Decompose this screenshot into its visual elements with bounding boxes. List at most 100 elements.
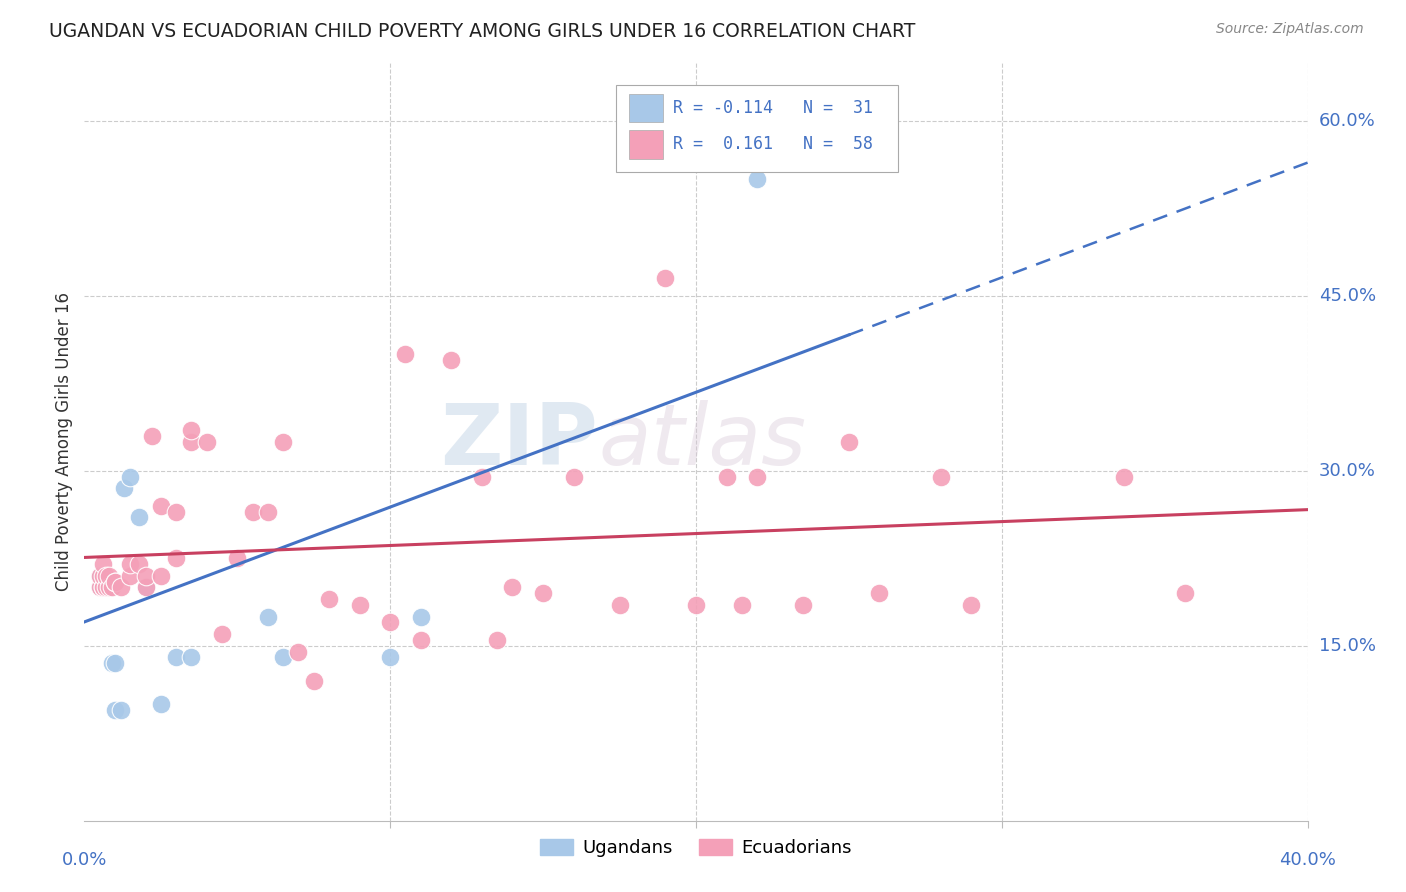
Point [91,580,114,594]
Text: R =  0.161   N =  58: R = 0.161 N = 58 [672,136,873,153]
Point [271,434,294,449]
Point [135,568,157,582]
Text: 0.0%: 0.0% [62,851,107,869]
Point [97,568,120,582]
Point [89,568,111,582]
Point [257,504,280,518]
Point [104,574,127,589]
Point [609,598,631,612]
Point [94,580,117,594]
Point [112,481,135,495]
Point [97,574,120,589]
Point [380,650,402,665]
Point [165,504,187,518]
Text: R = -0.114   N =  31: R = -0.114 N = 31 [672,99,873,117]
Point [440,352,463,367]
Point [91,557,114,571]
Point [1114,469,1136,483]
Point [195,434,218,449]
Y-axis label: Child Poverty Among Girls Under 16: Child Poverty Among Girls Under 16 [55,292,73,591]
Point [1174,586,1197,600]
Point [747,469,769,483]
Point [149,499,172,513]
Point [94,580,117,594]
Point [318,592,340,607]
Point [165,650,187,665]
Text: ZIP: ZIP [440,400,598,483]
Point [110,580,132,594]
Point [471,469,494,483]
Text: 40.0%: 40.0% [1279,851,1336,869]
Text: 60.0%: 60.0% [1319,112,1375,129]
Point [135,580,157,594]
Point [89,580,111,594]
Point [120,469,142,483]
Point [180,434,202,449]
Point [531,586,554,600]
Point [685,598,707,612]
Text: 30.0%: 30.0% [1319,462,1375,480]
Point [94,580,117,594]
Point [731,598,754,612]
Text: UGANDAN VS ECUADORIAN CHILD POVERTY AMONG GIRLS UNDER 16 CORRELATION CHART: UGANDAN VS ECUADORIAN CHILD POVERTY AMON… [49,22,915,41]
Point [226,551,249,566]
Point [869,586,891,600]
Point [654,271,676,285]
Point [180,650,202,665]
Point [486,632,509,647]
Point [502,580,524,594]
Point [101,656,124,670]
Point [716,469,738,483]
Point [409,609,432,624]
Point [141,428,163,442]
Point [128,510,150,524]
Point [409,632,432,647]
Point [89,580,111,594]
Point [89,568,111,582]
FancyBboxPatch shape [628,94,664,122]
Point [211,627,233,641]
Point [97,580,120,594]
Point [97,574,120,589]
FancyBboxPatch shape [628,130,664,159]
Point [287,644,309,658]
Point [128,557,150,571]
Point [89,568,111,582]
Point [271,650,294,665]
Text: 45.0%: 45.0% [1319,286,1376,305]
Point [929,469,952,483]
Point [242,504,264,518]
Point [792,598,814,612]
Point [91,568,114,582]
Point [94,568,117,582]
Point [149,697,172,711]
Point [257,609,280,624]
Point [562,469,585,483]
Text: Source: ZipAtlas.com: Source: ZipAtlas.com [1216,22,1364,37]
Point [89,568,111,582]
Point [120,557,142,571]
Point [838,434,860,449]
Point [94,580,117,594]
Point [394,347,416,361]
Point [94,580,117,594]
Point [101,580,124,594]
Point [120,568,142,582]
Point [380,615,402,630]
Point [165,551,187,566]
Point [91,580,114,594]
Legend: Ugandans, Ecuadorians: Ugandans, Ecuadorians [533,832,859,864]
Point [135,580,157,594]
Point [91,580,114,594]
Point [97,574,120,589]
Point [960,598,983,612]
Point [180,423,202,437]
Point [110,703,132,717]
Point [89,568,111,582]
Point [104,703,127,717]
Point [91,580,114,594]
Text: 15.0%: 15.0% [1319,637,1375,655]
Point [302,673,325,688]
Point [747,172,769,186]
Point [91,580,114,594]
